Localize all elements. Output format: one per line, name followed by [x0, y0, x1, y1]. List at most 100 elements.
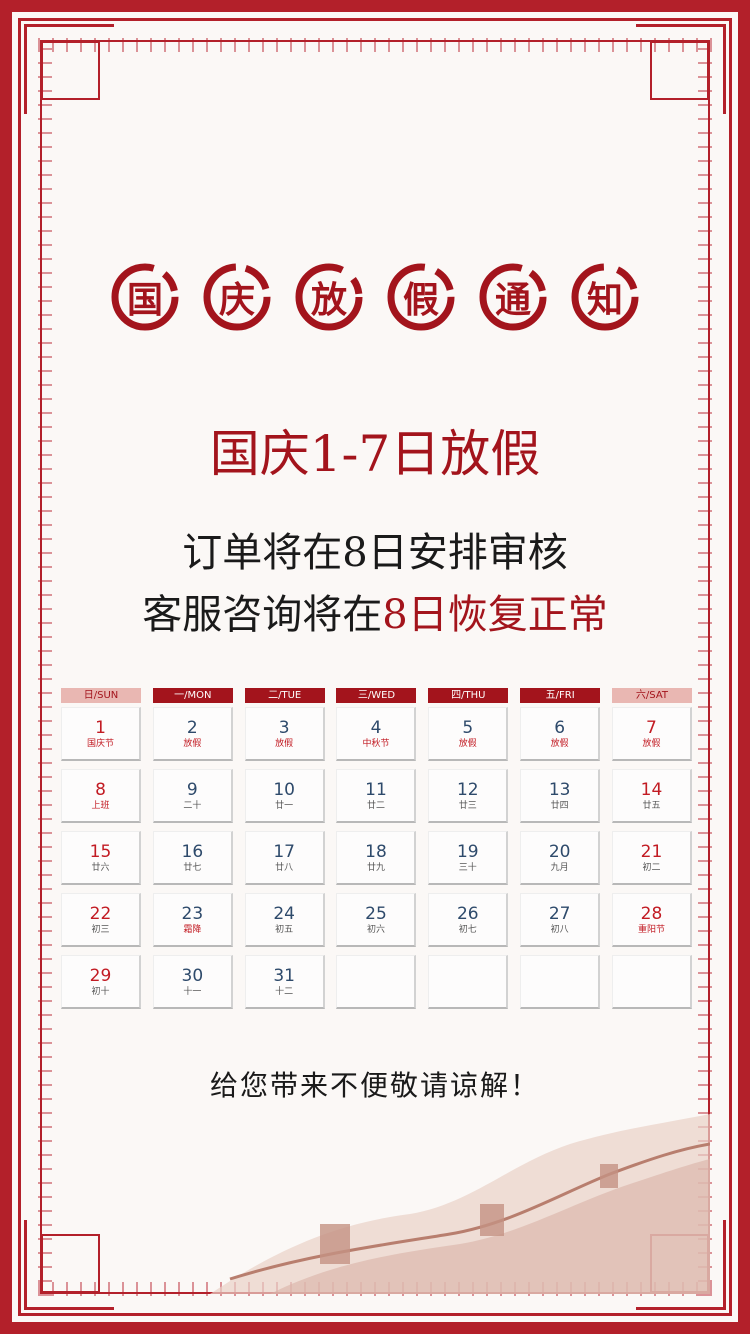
- calendar-day-cell: 8 上班: [61, 769, 141, 823]
- calendar: 日/SUN 一/MON 二/TUE 三/WED 四/THU 五/FRI 六/SA…: [61, 688, 692, 1009]
- day-lunar-label: 上班: [91, 800, 110, 811]
- day-lunar-label: 十一: [183, 986, 202, 997]
- corner-ornament-top-right: [636, 24, 726, 114]
- day-number: 4: [370, 717, 382, 738]
- day-lunar-label: 放假: [550, 738, 569, 749]
- calendar-day-cell: 17 廿八: [244, 831, 325, 885]
- day-number: 28: [640, 903, 663, 924]
- day-lunar-label: 初五: [275, 924, 294, 935]
- day-number: 18: [365, 841, 387, 862]
- day-number: 19: [456, 841, 479, 862]
- calendar-day-cell: 7 放假: [611, 707, 692, 761]
- title-seal: 知: [570, 262, 640, 332]
- calendar-day-cell: 15 廿六: [61, 831, 141, 885]
- calendar-day-cell: 5 放假: [428, 707, 509, 761]
- title-seal: 通: [478, 262, 548, 332]
- day-number: 20: [548, 841, 571, 862]
- day-number: 27: [548, 903, 571, 924]
- day-number: 22: [89, 903, 112, 924]
- calendar-day-cell: 25 初六: [336, 893, 417, 947]
- day-lunar-label: 廿四: [550, 800, 569, 811]
- day-lunar-label: 放假: [642, 738, 661, 749]
- calendar-day-cell: 2 放假: [152, 707, 233, 761]
- day-number: 10: [273, 779, 295, 800]
- order-review-notice: 订单将在8日安排审核: [182, 530, 568, 576]
- day-number: 7: [646, 717, 657, 738]
- title-seal: 庆: [202, 262, 272, 332]
- calendar-day-cell: 13 廿四: [520, 769, 601, 823]
- day-number: 9: [186, 779, 198, 800]
- calendar-day-cell: 27 初八: [520, 893, 601, 947]
- day-lunar-label: 廿九: [366, 862, 385, 873]
- day-lunar-label: 霜降: [183, 924, 202, 935]
- day-lunar-label: 放假: [458, 738, 477, 749]
- day-lunar-label: 十二: [275, 986, 294, 997]
- day-lunar-label: 初六: [366, 924, 385, 935]
- day-lunar-label: 廿一: [275, 800, 294, 811]
- calendar-day-cell: 22 初三: [61, 893, 141, 947]
- weekday-wed: 三/WED: [336, 688, 417, 703]
- calendar-day-cell: 28 重阳节: [611, 893, 692, 947]
- calendar-day-cell: 21 初二: [611, 831, 692, 885]
- day-lunar-label: 重阳节: [637, 924, 665, 935]
- day-lunar-label: 初十: [91, 986, 110, 997]
- weekday-sun: 日/SUN: [61, 688, 141, 703]
- weekday-mon: 一/MON: [152, 688, 233, 703]
- title-seal: 假: [386, 262, 456, 332]
- day-number: 14: [640, 779, 663, 800]
- calendar-grid: 1 国庆节 2 放假 3 放假 4 中秋节 5 放假 6 放假 7 放假 8 上班 9 二十 10 廿一 11 廿二 12 廿…: [61, 707, 692, 1009]
- calendar-day-cell: 29 初十: [61, 955, 141, 1009]
- day-lunar-label: 廿六: [91, 862, 110, 873]
- resume-date-highlight: 8日恢复正常: [382, 592, 608, 638]
- day-number: 30: [181, 965, 204, 986]
- calendar-day-cell: 4 中秋节: [336, 707, 417, 761]
- calendar-day-cell: 24 初五: [244, 893, 325, 947]
- day-number: 21: [640, 841, 663, 862]
- corner-ornament-bottom-left: [24, 1220, 114, 1310]
- day-lunar-label: 廿二: [366, 800, 385, 811]
- calendar-day-cell: 1 国庆节: [61, 707, 141, 761]
- day-number: 11: [365, 779, 387, 800]
- day-lunar-label: 九月: [550, 862, 569, 873]
- day-number: 2: [186, 717, 198, 738]
- corner-ornament-top-left: [24, 24, 114, 114]
- day-lunar-label: 初二: [642, 862, 661, 873]
- customer-service-notice: 客服咨询将在8日恢复正常: [142, 592, 608, 638]
- calendar-day-cell: 30 十一: [152, 955, 233, 1009]
- title-seal-row: 国 庆 放 假 通 知: [0, 262, 750, 332]
- calendar-day-cell: 12 廿三: [428, 769, 509, 823]
- weekday-thu: 四/THU: [428, 688, 509, 703]
- day-lunar-label: 二十: [183, 800, 202, 811]
- great-wall-illustration: [210, 1114, 710, 1294]
- calendar-weekday-header: 日/SUN 一/MON 二/TUE 三/WED 四/THU 五/FRI 六/SA…: [61, 688, 692, 703]
- calendar-day-cell: 23 霜降: [152, 893, 233, 947]
- day-number: 12: [456, 779, 479, 800]
- day-lunar-label: 初七: [458, 924, 477, 935]
- day-lunar-label: 放假: [183, 738, 202, 749]
- calendar-day-cell: 3 放假: [244, 707, 325, 761]
- day-number: 8: [95, 779, 106, 800]
- day-lunar-label: 廿三: [458, 800, 477, 811]
- day-number: 3: [278, 717, 290, 738]
- day-number: 25: [365, 903, 387, 924]
- day-number: 1: [95, 717, 106, 738]
- day-lunar-label: 三十: [458, 862, 477, 873]
- title-seal: 放: [294, 262, 364, 332]
- calendar-day-cell: 10 廿一: [244, 769, 325, 823]
- day-lunar-label: 国庆节: [86, 738, 114, 749]
- day-lunar-label: 放假: [275, 738, 294, 749]
- day-lunar-label: 廿七: [183, 862, 202, 873]
- day-number: 15: [89, 841, 112, 862]
- calendar-empty-cell: [428, 955, 509, 1009]
- calendar-empty-cell: [336, 955, 417, 1009]
- calendar-day-cell: 19 三十: [428, 831, 509, 885]
- calendar-day-cell: 6 放假: [520, 707, 601, 761]
- calendar-day-cell: 9 二十: [152, 769, 233, 823]
- title-seal: 国: [110, 262, 180, 332]
- day-number: 17: [273, 841, 295, 862]
- calendar-day-cell: 20 九月: [520, 831, 601, 885]
- weekday-tue: 二/TUE: [244, 688, 325, 703]
- day-number: 29: [89, 965, 112, 986]
- calendar-day-cell: 31 十二: [244, 955, 325, 1009]
